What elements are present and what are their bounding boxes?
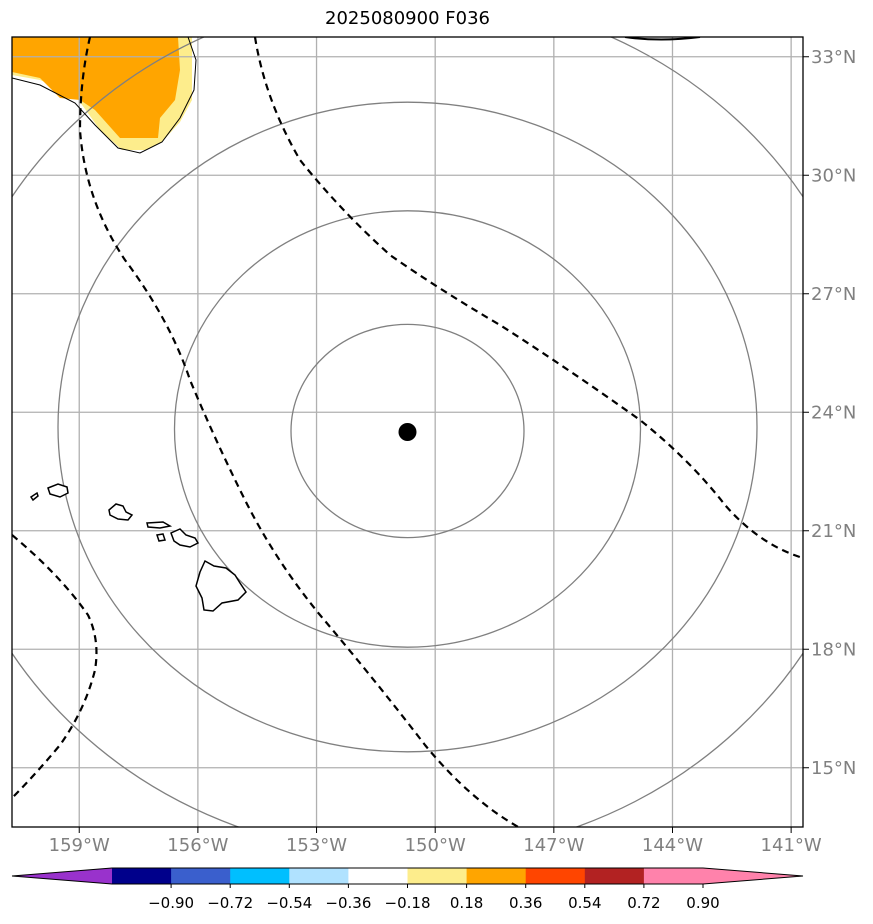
plot-frame	[11, 36, 804, 828]
lat-tick-label-4: 21°N	[811, 521, 856, 542]
storm-center-marker	[398, 423, 417, 441]
colorbar-bin-6	[466, 868, 527, 884]
lon-tick-label-4: 147°W	[523, 835, 584, 856]
lon-tick-label-6: 141°W	[761, 835, 822, 856]
colorbar-bin-7	[525, 868, 586, 884]
gridlines	[12, 37, 803, 827]
contour-line-west	[12, 534, 98, 799]
longitude-axis: 159°W 156°W 153°W 150°W 147°W 144°W 141°W	[49, 827, 822, 856]
range-ring-2	[173, 210, 642, 648]
lat-tick-label-6: 15°N	[811, 758, 856, 779]
colorbar-bin-3	[289, 868, 349, 884]
shade-orange-region	[12, 37, 180, 138]
lat-tick-label-1: 30°N	[811, 165, 856, 186]
colorbar-tick-label-7: 0.54	[568, 894, 601, 912]
latitude-axis: 33°N 30°N 27°N 24°N 21°N 18°N 15°N	[803, 47, 856, 779]
colorbar-bin-2	[230, 868, 290, 884]
range-ring-3	[57, 101, 758, 753]
contour-line-east	[253, 37, 803, 560]
colorbar-bin-9	[643, 868, 704, 884]
lon-tick-label-3: 150°W	[405, 835, 466, 856]
shaded-field	[12, 37, 192, 150]
island-hawaii	[195, 559, 247, 612]
lat-tick-label-3: 24°N	[811, 402, 856, 423]
island-maui	[170, 528, 200, 548]
island-lanai	[156, 533, 166, 542]
range-ring-1	[290, 323, 525, 539]
lon-tick-label-0: 159°W	[49, 835, 110, 856]
colorbar-outline	[11, 867, 804, 885]
range-rings	[12, 37, 803, 827]
colorbar-under-arrow	[12, 868, 112, 884]
island-molokai	[146, 521, 173, 529]
lat-tick-label-5: 18°N	[811, 639, 856, 660]
colorbar-tick-label-9: 0.90	[686, 894, 719, 912]
dashed-contours	[12, 37, 803, 827]
colorbar-over-arrow	[703, 868, 803, 884]
colorbar-tick-label-0: −0.90	[148, 894, 194, 912]
hawaiian-islands	[29, 483, 247, 612]
colorbar-tick-label-5: 0.18	[450, 894, 483, 912]
coastline-top	[624, 37, 701, 41]
lon-tick-label-5: 144°W	[642, 835, 703, 856]
colorbar-tick-label-6: 0.36	[509, 894, 542, 912]
colorbar-bin-5	[407, 868, 468, 884]
colorbar-tick-label-2: −0.54	[266, 894, 312, 912]
colorbar: −0.90 −0.72 −0.54 −0.36 −0.18 0.18 0.36 0.54 0.7…	[11, 867, 804, 912]
contour-line-middle	[78, 37, 521, 827]
colorbar-bin-1	[171, 868, 231, 884]
colorbar-tick-label-4: −0.18	[385, 894, 431, 912]
colorbar-tick-label-8: 0.72	[627, 894, 660, 912]
lat-tick-label-0: 33°N	[811, 47, 856, 68]
colorbar-bin-0	[112, 868, 172, 884]
island-oahu	[108, 503, 134, 521]
lon-tick-label-2: 153°W	[286, 835, 347, 856]
lon-tick-label-1: 156°W	[167, 835, 228, 856]
map-title: 2025080900 F036	[325, 8, 490, 29]
colorbar-tick-label-1: −0.72	[207, 894, 253, 912]
island-niihau	[29, 491, 39, 502]
colorbar-bin-8	[584, 868, 645, 884]
coastline	[12, 37, 197, 154]
island-kauai	[47, 483, 69, 498]
colorbar-bin-4	[348, 868, 408, 884]
colorbar-tick-label-3: −0.36	[325, 894, 371, 912]
lat-tick-label-2: 27°N	[811, 284, 856, 305]
